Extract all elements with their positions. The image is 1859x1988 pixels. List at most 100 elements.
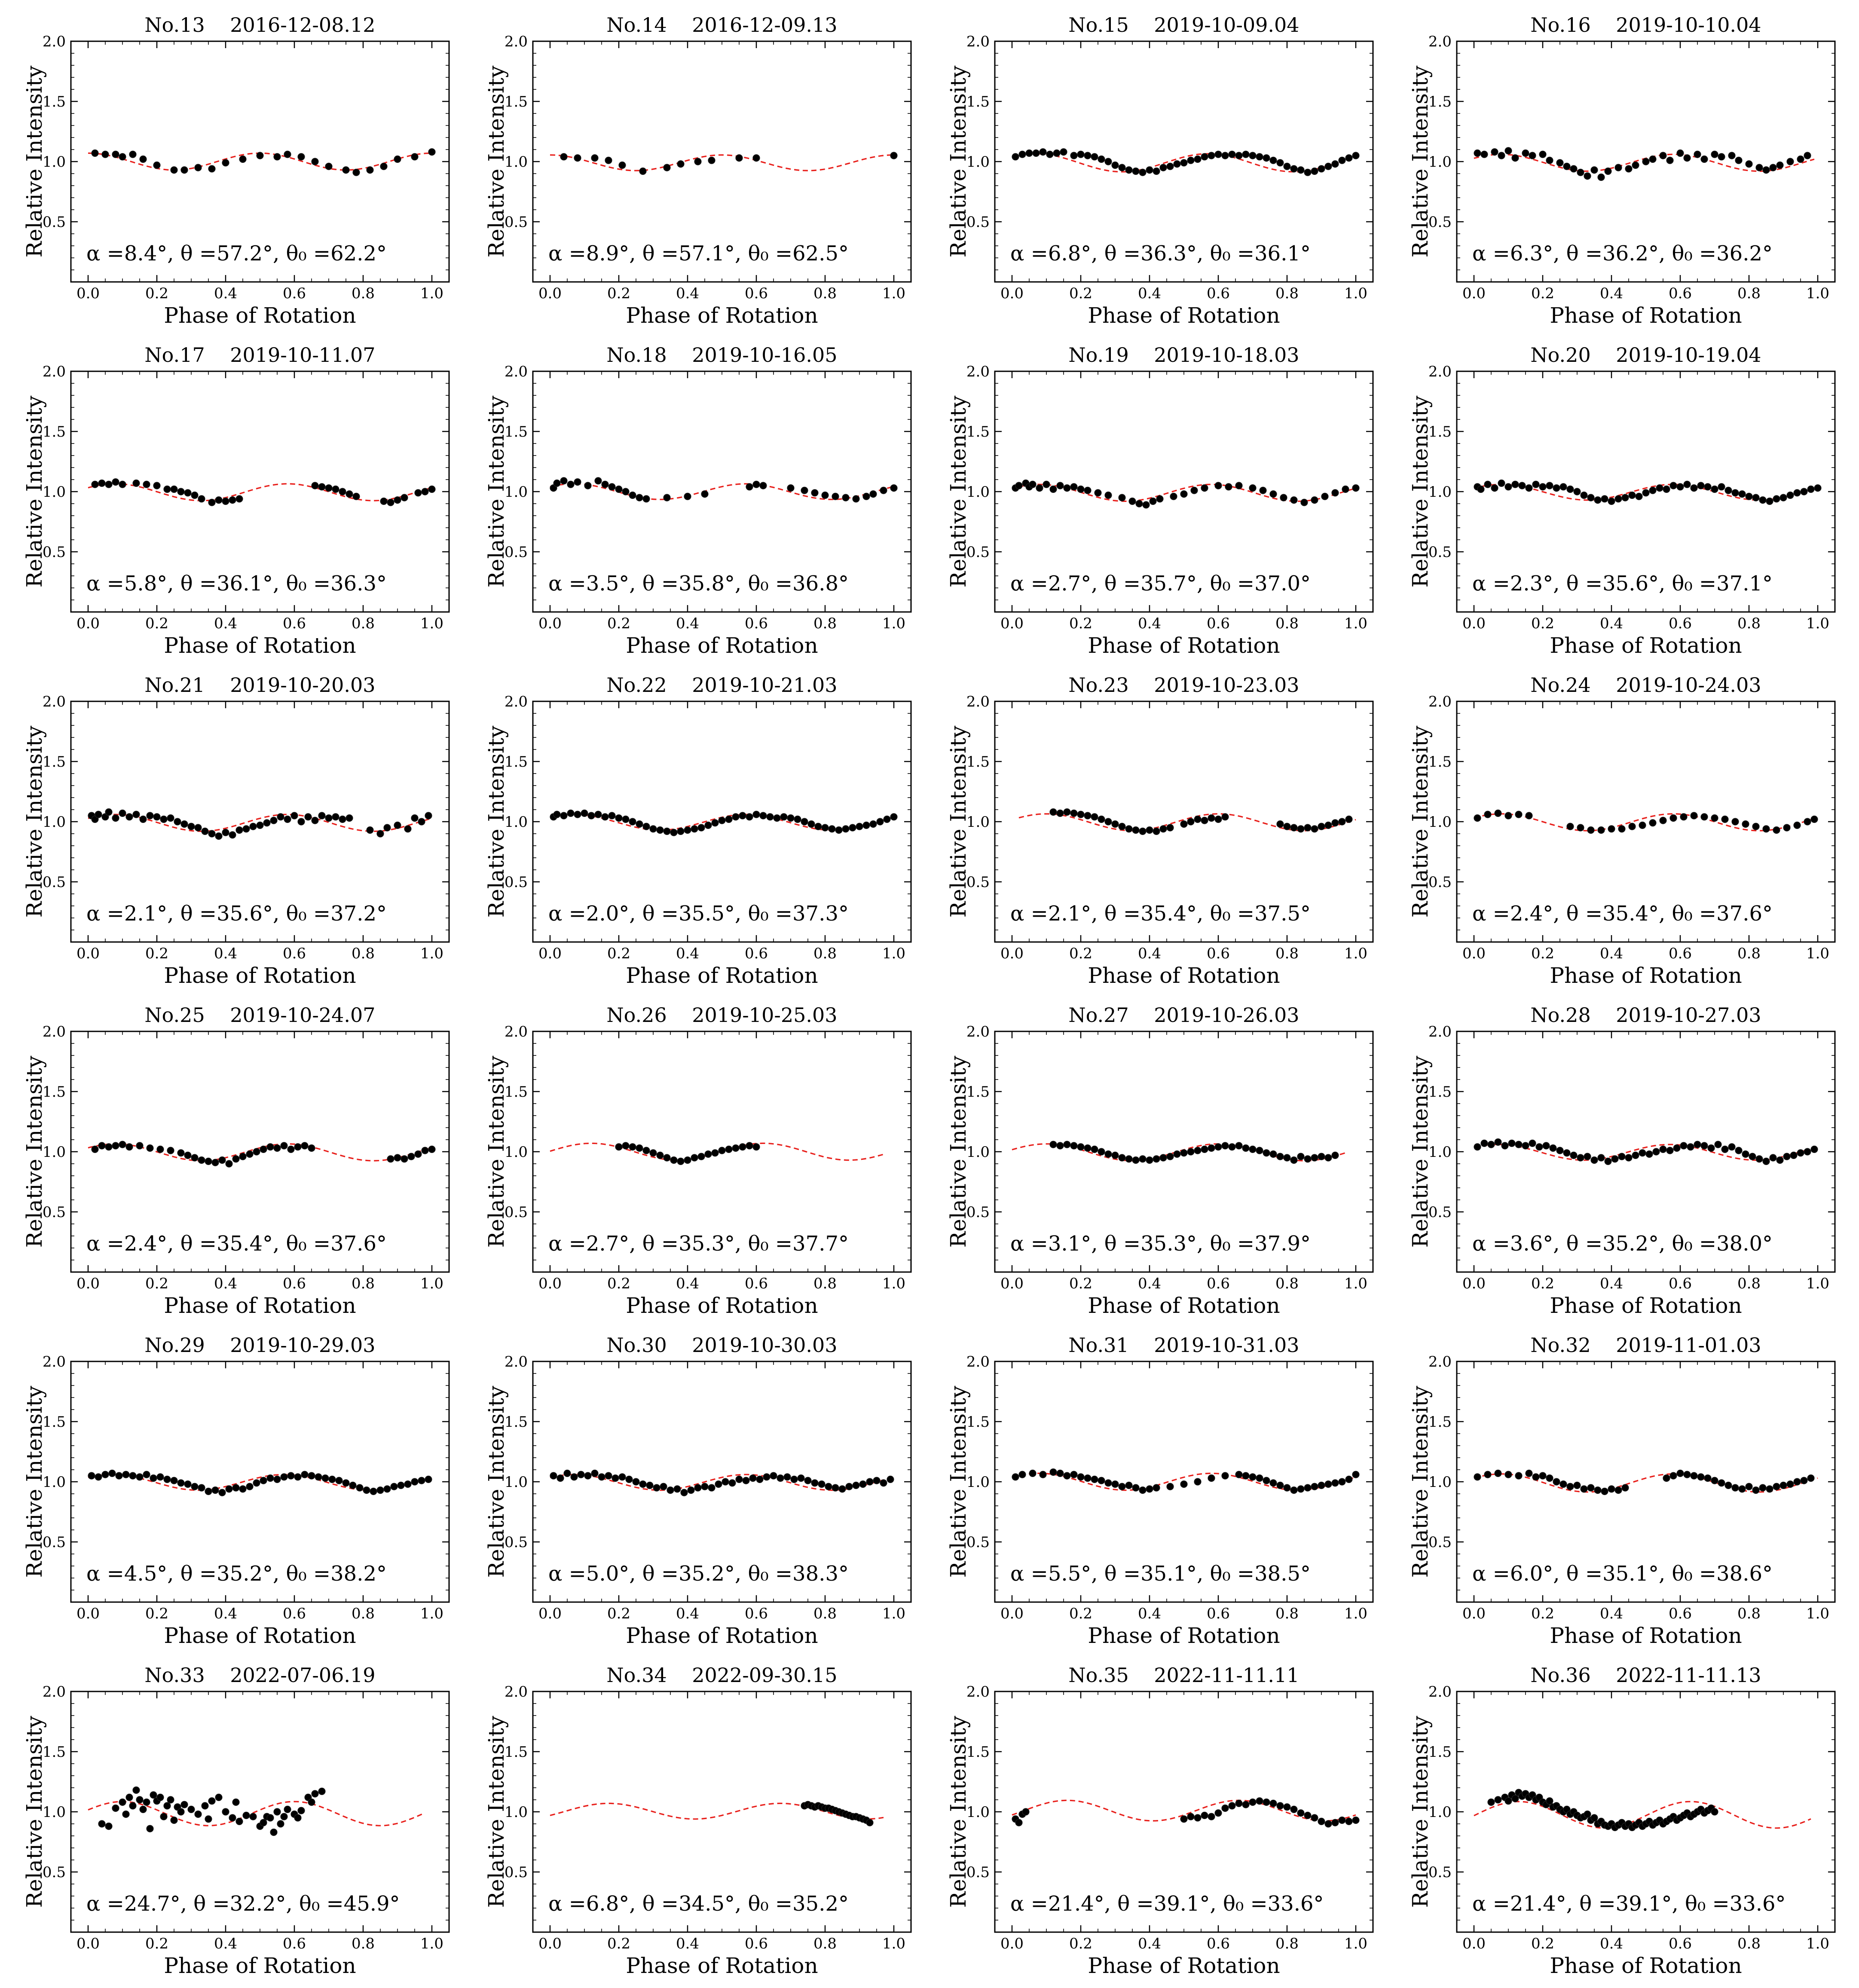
x-tick-label: 0.0 [76,945,100,962]
observed-point [1221,1142,1229,1150]
observed-point [170,166,178,174]
observed-point [632,1478,640,1486]
observed-point [1111,1480,1119,1488]
fit-curve [88,1143,432,1162]
x-tick-label: 0.0 [538,945,562,962]
x-tick-label: 0.6 [283,945,306,962]
observed-point [1194,815,1202,823]
y-tick-label: 1.0 [1428,483,1452,501]
observed-point [122,1811,130,1818]
x-tick-label: 0.0 [76,1605,100,1622]
observed-point [1546,1474,1553,1482]
x-tick-label: 0.2 [607,285,630,302]
subplot-title: No.24 2019-10-24.03 [1530,673,1761,697]
observed-point [1800,1477,1808,1484]
observed-point [1084,486,1092,494]
observed-point [1769,1154,1777,1162]
observed-point [342,1479,350,1487]
observed-point [787,484,795,492]
observed-point [1180,820,1188,828]
observed-point [1221,1804,1229,1812]
observed-point [601,480,609,488]
observed-point [1018,150,1026,158]
observed-point [1618,1153,1626,1160]
x-axis-label: Phase of Rotation [1088,1623,1280,1648]
observed-point [814,823,822,830]
observed-point [842,494,850,502]
observed-point [787,814,795,822]
x-tick-label: 1.0 [420,1605,443,1622]
observed-point [1718,153,1725,161]
observed-point [1276,1802,1284,1810]
observed-point [1590,1814,1598,1822]
observed-point [1049,1468,1057,1476]
observed-point [1498,479,1505,487]
x-tick-label: 0.8 [1275,945,1299,962]
observed-point [194,1811,202,1818]
observed-point [1539,1472,1547,1480]
observed-point [1766,497,1773,505]
x-tick-label: 0.6 [1207,1935,1230,1952]
observed-point [1084,812,1092,820]
observed-point [1742,820,1749,828]
observed-point [1091,1475,1098,1483]
observed-point [1584,1153,1591,1160]
y-tick-label: 1.5 [504,1083,528,1101]
observed-point [1597,826,1605,834]
observed-point [1529,1139,1536,1147]
observed-point [1070,1471,1078,1478]
observed-point [211,1486,219,1494]
x-tick-label: 0.2 [1531,1935,1554,1952]
x-tick-label: 1.0 [1344,1275,1367,1292]
y-tick-label: 2.0 [43,363,66,380]
observed-point [394,1154,401,1162]
subplot-title: No.22 2019-10-21.03 [606,673,837,697]
y-tick-label: 2.0 [966,33,990,50]
observed-point [208,165,216,173]
y-tick-label: 1.5 [1428,423,1452,440]
observed-point [680,1489,688,1496]
x-tick-label: 0.0 [76,615,100,632]
y-tick-label: 1.0 [966,814,990,831]
observed-point [629,818,636,826]
observed-point [1146,826,1153,834]
y-tick-label: 2.0 [1428,1683,1452,1701]
observed-point [1663,485,1670,493]
observed-point [1539,150,1547,158]
subplot-title: No.16 2019-10-10.04 [1530,13,1761,37]
x-tick-label: 0.6 [1669,615,1692,632]
observed-point [622,488,630,495]
observed-point [849,824,856,832]
x-tick-label: 0.0 [76,285,100,302]
observed-point [1687,1143,1694,1151]
observed-point [198,1156,205,1164]
observed-point [584,1472,592,1480]
observed-point [301,1471,309,1478]
observed-point [146,1825,154,1832]
observed-point [1728,152,1736,159]
observed-point [1249,484,1257,492]
observed-point [1810,815,1818,823]
observed-point [828,825,836,833]
observed-point [1290,1156,1298,1164]
observed-point [163,1802,171,1810]
observed-point [1318,1481,1325,1489]
observed-point [346,490,353,498]
y-tick-label: 1.5 [43,1413,66,1431]
geometry-annotation: α =2.4°, θ =35.4°, θ₀ =37.6° [86,1232,387,1256]
y-tick-label: 0.5 [43,874,66,891]
observed-point [880,486,887,494]
observed-point [1573,1481,1581,1489]
observed-point [1769,164,1777,171]
observed-point [428,1145,436,1153]
observed-point [180,820,188,828]
observed-point [670,1156,678,1164]
y-tick-label: 0.5 [966,874,990,891]
observed-point [187,1805,195,1813]
y-tick-label: 2.0 [43,1023,66,1040]
observed-point [1297,1809,1305,1817]
observed-point [574,478,581,486]
subplot: No.36 2022-11-11.13 0.0 0.2 0.4 0.6 0.8 1.0 0.5… [1408,1664,1836,1978]
x-tick-label: 0.6 [283,285,306,302]
